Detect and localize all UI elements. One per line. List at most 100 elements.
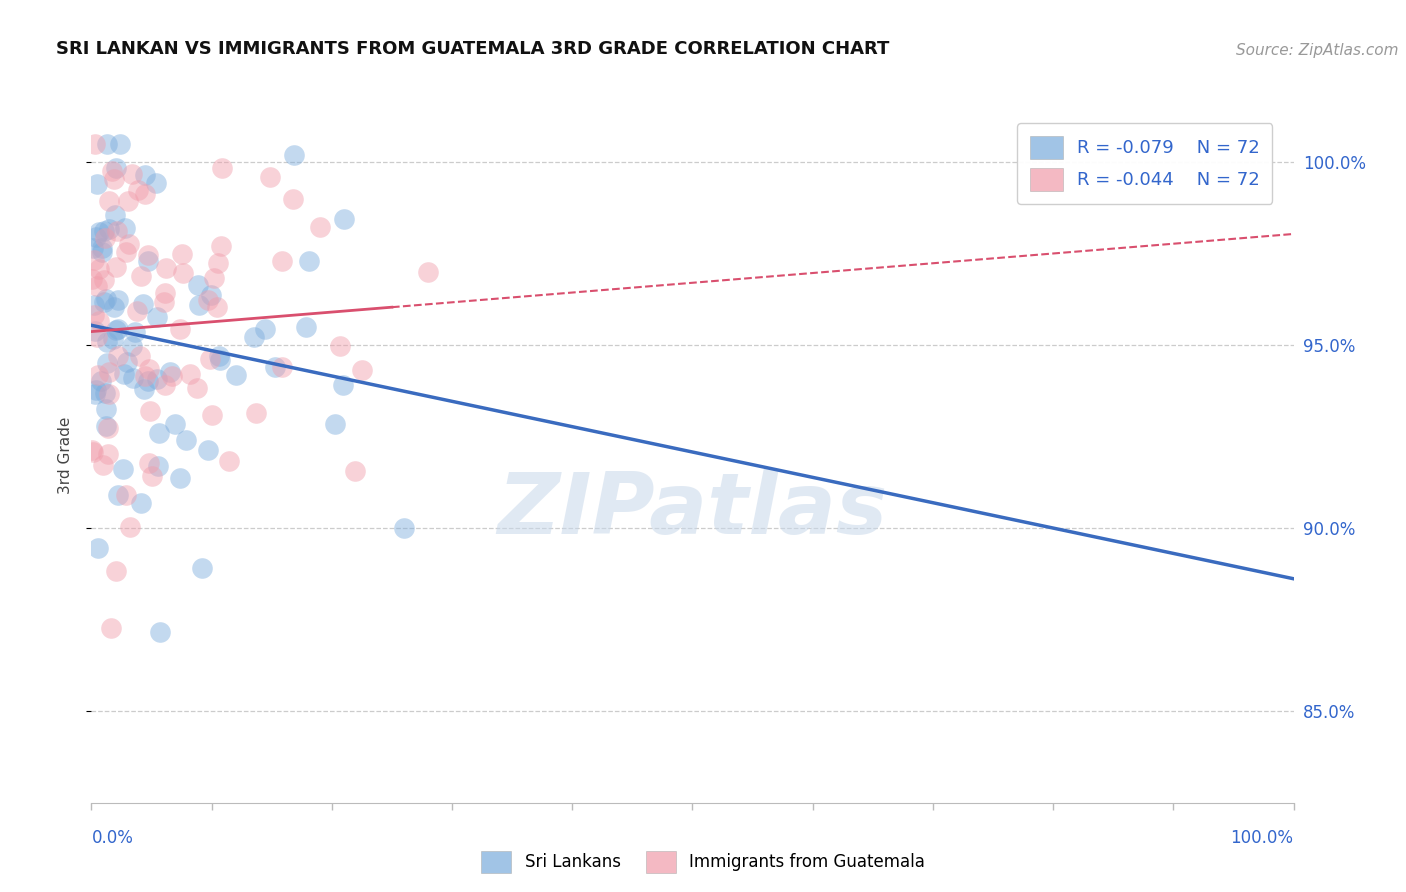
Point	[107, 293, 129, 308]
Point	[253, 322, 276, 336]
Point	[82, 241, 104, 255]
Point	[245, 406, 267, 420]
Point	[136, 254, 159, 268]
Point	[153, 377, 176, 392]
Point	[418, 265, 440, 279]
Point	[105, 224, 128, 238]
Point	[283, 192, 305, 206]
Point	[207, 300, 229, 314]
Point	[176, 433, 198, 447]
Point	[209, 239, 232, 253]
Point	[84, 383, 107, 397]
Point	[114, 488, 136, 502]
Point	[108, 136, 131, 151]
Point	[114, 245, 136, 260]
Point	[97, 387, 120, 401]
Point	[91, 244, 114, 259]
Text: SRI LANKAN VS IMMIGRANTS FROM GUATEMALA 3RD GRADE CORRELATION CHART: SRI LANKAN VS IMMIGRANTS FROM GUATEMALA …	[56, 40, 890, 58]
Point	[121, 338, 143, 352]
Point	[332, 377, 354, 392]
Point	[103, 300, 125, 314]
Point	[172, 247, 194, 261]
Point	[87, 261, 110, 276]
Point	[122, 370, 145, 384]
Y-axis label: 3rd Grade: 3rd Grade	[58, 417, 73, 493]
Point	[97, 365, 120, 379]
Point	[105, 260, 128, 275]
Point	[163, 417, 186, 431]
Point	[112, 461, 135, 475]
Point	[132, 297, 155, 311]
Point	[207, 256, 229, 270]
Point	[96, 356, 118, 370]
Point	[93, 231, 115, 245]
Point	[155, 285, 177, 300]
Point	[155, 260, 177, 275]
Point	[134, 186, 156, 201]
Point	[87, 225, 110, 239]
Point	[187, 278, 209, 293]
Point	[138, 374, 160, 388]
Point	[115, 355, 138, 369]
Point	[103, 171, 125, 186]
Point	[107, 322, 129, 336]
Point	[295, 319, 318, 334]
Point	[82, 445, 104, 459]
Point	[96, 334, 118, 349]
Point	[197, 293, 219, 308]
Point	[107, 488, 129, 502]
Point	[160, 369, 183, 384]
Point	[97, 222, 120, 236]
Point	[87, 541, 110, 555]
Point	[243, 330, 266, 344]
Point	[114, 221, 136, 235]
Point	[138, 456, 160, 470]
Point	[117, 194, 139, 209]
Point	[146, 310, 169, 324]
Point	[271, 253, 294, 268]
Point	[98, 194, 121, 208]
Point	[134, 382, 156, 396]
Point	[91, 241, 114, 255]
Legend: R = -0.079    N = 72, R = -0.044    N = 72: R = -0.079 N = 72, R = -0.044 N = 72	[1018, 123, 1272, 203]
Point	[149, 624, 172, 639]
Point	[186, 381, 208, 395]
Point	[84, 230, 107, 244]
Point	[93, 224, 115, 238]
Point	[93, 295, 115, 310]
Point	[105, 323, 128, 337]
Point	[127, 183, 149, 197]
Point	[87, 313, 110, 327]
Point	[202, 271, 225, 285]
Point	[191, 561, 214, 575]
Point	[333, 211, 356, 226]
Legend: Sri Lankans, Immigrants from Guatemala: Sri Lankans, Immigrants from Guatemala	[475, 845, 931, 880]
Point	[121, 167, 143, 181]
Point	[80, 443, 103, 458]
Point	[125, 303, 148, 318]
Point	[83, 324, 105, 338]
Point	[101, 164, 124, 178]
Point	[141, 468, 163, 483]
Point	[83, 387, 105, 401]
Point	[218, 454, 240, 468]
Point	[153, 295, 176, 310]
Point	[297, 253, 319, 268]
Point	[146, 371, 169, 385]
Point	[124, 325, 146, 339]
Point	[146, 458, 169, 473]
Point	[179, 368, 201, 382]
Point	[188, 298, 211, 312]
Point	[271, 360, 294, 375]
Point	[329, 339, 352, 353]
Point	[105, 161, 128, 176]
Point	[97, 421, 120, 435]
Point	[93, 273, 115, 287]
Point	[86, 177, 108, 191]
Point	[86, 279, 108, 293]
Point	[101, 332, 124, 346]
Point	[197, 443, 219, 458]
Point	[94, 292, 117, 306]
Point	[350, 363, 373, 377]
Point	[91, 458, 114, 473]
